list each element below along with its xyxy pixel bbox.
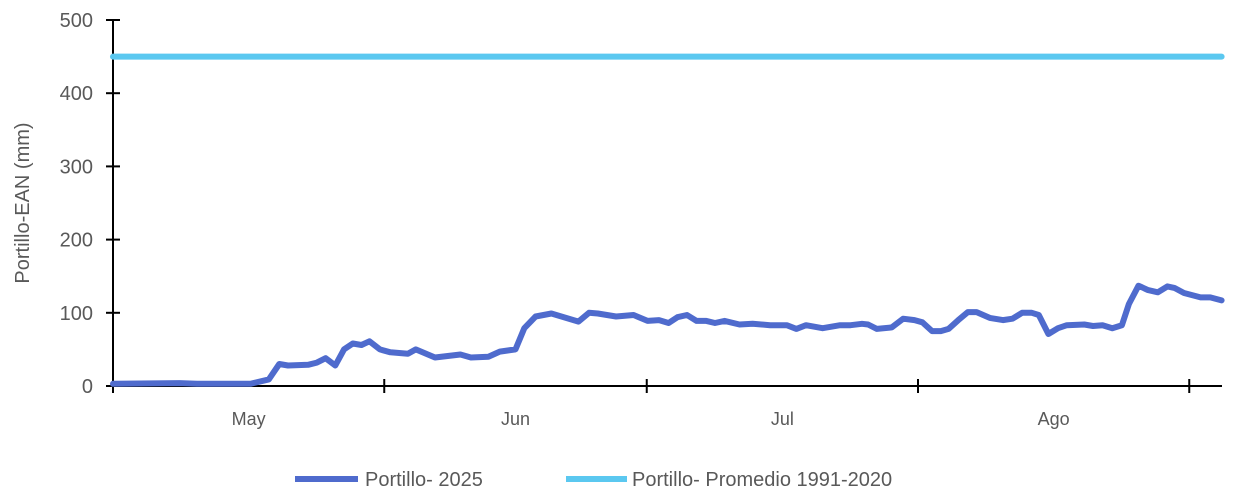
x-tick-label: Jun bbox=[501, 409, 530, 429]
y-tick-label: 100 bbox=[60, 303, 93, 325]
legend-label-portillo-2025: Portillo- 2025 bbox=[365, 469, 483, 491]
x-tick-label: May bbox=[232, 409, 266, 429]
y-tick-label: 500 bbox=[60, 10, 93, 32]
legend-label-promedio: Portillo- Promedio 1991-2020 bbox=[632, 469, 892, 491]
y-tick-label: 300 bbox=[60, 156, 93, 178]
x-axis: May Jun Jul Ago bbox=[112, 379, 1222, 429]
y-axis: 0 100 200 300 400 500 bbox=[60, 10, 120, 398]
y-tick-label: 0 bbox=[82, 376, 93, 398]
y-axis-label: Portillo-EAN (mm) bbox=[12, 122, 34, 283]
series-group bbox=[110, 53, 1225, 387]
y-tick-label: 400 bbox=[60, 83, 93, 105]
legend: Portillo- 2025 Portillo- Promedio 1991-2… bbox=[295, 469, 892, 491]
series-line-portillo-2025 bbox=[110, 282, 1225, 387]
x-tick-label: Ago bbox=[1038, 409, 1070, 429]
x-tick-label: Jul bbox=[771, 409, 794, 429]
y-tick-label: 200 bbox=[60, 230, 93, 252]
